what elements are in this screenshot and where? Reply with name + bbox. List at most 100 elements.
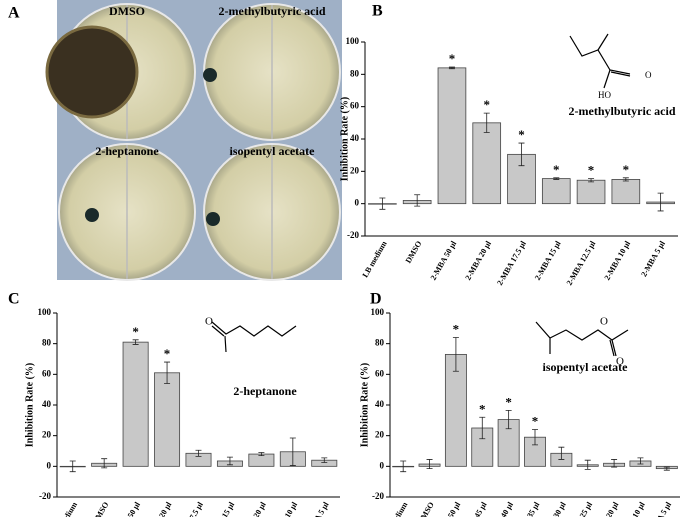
atom-label: O xyxy=(600,316,608,328)
panel-label: D xyxy=(370,291,382,308)
error-bar xyxy=(588,178,595,183)
photo-label: isopentyl acetate xyxy=(230,144,316,158)
photo-label: 2-heptanone xyxy=(95,144,159,158)
error-bar xyxy=(452,337,459,372)
x-tick-label: 2-MBA 20 μl xyxy=(463,239,493,282)
y-tick-label: 20 xyxy=(375,430,385,440)
x-tick-label: DMSO xyxy=(404,239,424,264)
y-tick-label: 40 xyxy=(42,399,52,409)
y-tick-label: 60 xyxy=(350,101,360,111)
y-axis-label: Inhibition Rate (%) xyxy=(339,97,350,181)
x-tick-label: IA 45 μl xyxy=(467,500,489,517)
x-tick-label: 2-HA 10 μl xyxy=(273,500,300,517)
x-tick-label: IA 30 μl xyxy=(546,500,568,517)
y-tick-label: 0 xyxy=(355,198,360,208)
x-tick-label: DMSO xyxy=(416,500,436,517)
error-bar xyxy=(164,361,171,384)
error-bar xyxy=(663,466,670,471)
significance-marker: * xyxy=(164,346,171,361)
compound-name: isopentyl acetate xyxy=(543,360,629,374)
x-tick-label: 2-MBA 15 μl xyxy=(533,239,563,282)
dish xyxy=(203,3,341,141)
compound-name: 2-methylbutyric acid xyxy=(569,104,676,118)
error-bar xyxy=(195,449,202,457)
bar xyxy=(541,178,571,205)
x-tick-label: IA 35 μl xyxy=(520,500,542,517)
y-tick-label: 60 xyxy=(42,368,52,378)
error-bar xyxy=(532,429,538,446)
error-bar xyxy=(379,197,386,210)
error-bar xyxy=(132,339,139,345)
bar xyxy=(472,122,502,205)
x-tick-label: 2-MBA 10 μl xyxy=(603,239,633,282)
x-tick-label: 2-HA 5 μl xyxy=(306,500,331,517)
x-tick-label: IA 40 μl xyxy=(494,500,516,517)
error-bar xyxy=(448,66,455,70)
x-tick-label: 2-HA 20 μl xyxy=(241,500,268,517)
atom-label: O xyxy=(205,316,213,328)
y-axis-label: Inhibition Rate (%) xyxy=(24,363,35,447)
atom-label: O xyxy=(616,356,624,368)
y-tick-label: 40 xyxy=(350,133,360,143)
y-tick-label: 100 xyxy=(346,36,360,46)
x-tick-label: IA 5 μl xyxy=(654,500,674,517)
significance-marker: * xyxy=(553,162,560,177)
significance-marker: * xyxy=(518,127,525,142)
dish xyxy=(203,143,341,281)
x-tick-label: 2-MBA 12.5 μl xyxy=(565,239,598,287)
error-bar xyxy=(226,456,233,466)
y-tick-label: 100 xyxy=(371,307,385,317)
y-tick-label: 40 xyxy=(375,399,385,409)
x-tick-label: 2-MBA 50 μl xyxy=(429,239,459,282)
atom-label: O xyxy=(645,70,652,80)
error-bar xyxy=(584,459,591,470)
y-tick-label: -20 xyxy=(347,230,359,240)
error-bar xyxy=(553,177,560,180)
x-tick-label: 2-HA 50 μl xyxy=(116,500,143,517)
y-tick-label: -20 xyxy=(372,491,384,501)
x-tick-label: 2-HA 17.5 μl xyxy=(176,500,206,517)
panel-label: A xyxy=(8,5,20,22)
y-tick-label: 80 xyxy=(375,338,385,348)
photo-label: DMSO xyxy=(109,4,145,18)
error-bar xyxy=(505,409,512,430)
error-bar xyxy=(101,458,108,469)
x-tick-label: 2-MBA 17.5 μl xyxy=(495,239,528,287)
y-tick-label: 60 xyxy=(375,368,385,378)
significance-marker: * xyxy=(449,51,456,66)
x-tick-label: LB medium xyxy=(51,500,79,517)
dish xyxy=(58,143,196,281)
error-bar xyxy=(637,457,644,465)
bar xyxy=(437,67,467,205)
error-bar xyxy=(479,416,486,440)
error-bar xyxy=(400,460,407,473)
error-bar xyxy=(622,177,629,182)
error-bar xyxy=(69,460,76,473)
significance-marker: * xyxy=(479,401,486,416)
x-tick-label: LB medium xyxy=(381,500,409,517)
significance-marker: * xyxy=(623,162,630,177)
error-bar xyxy=(289,437,296,466)
dish xyxy=(45,3,196,141)
y-axis-label: Inhibition Rate (%) xyxy=(359,363,370,447)
y-tick-label: 100 xyxy=(38,307,52,317)
photo-label: 2-methylbutyric acid xyxy=(219,4,326,18)
error-bar xyxy=(657,192,664,212)
x-tick-label: LB medium xyxy=(361,239,389,279)
error-bar xyxy=(321,457,328,463)
y-tick-label: 80 xyxy=(42,338,52,348)
bar xyxy=(154,372,181,467)
atom-label: HO xyxy=(598,90,611,100)
y-tick-label: 20 xyxy=(42,430,52,440)
error-bar xyxy=(426,459,433,470)
significance-marker: * xyxy=(483,97,490,112)
x-tick-label: IA 50 μl xyxy=(441,500,463,517)
compound-name: 2-heptanone xyxy=(233,384,297,398)
error-bar xyxy=(414,194,421,207)
error-bar xyxy=(258,452,265,456)
y-tick-label: 20 xyxy=(350,165,360,175)
significance-marker: * xyxy=(588,163,595,178)
bar xyxy=(611,179,641,205)
x-tick-label: 2-MBA 5 μl xyxy=(639,239,667,279)
